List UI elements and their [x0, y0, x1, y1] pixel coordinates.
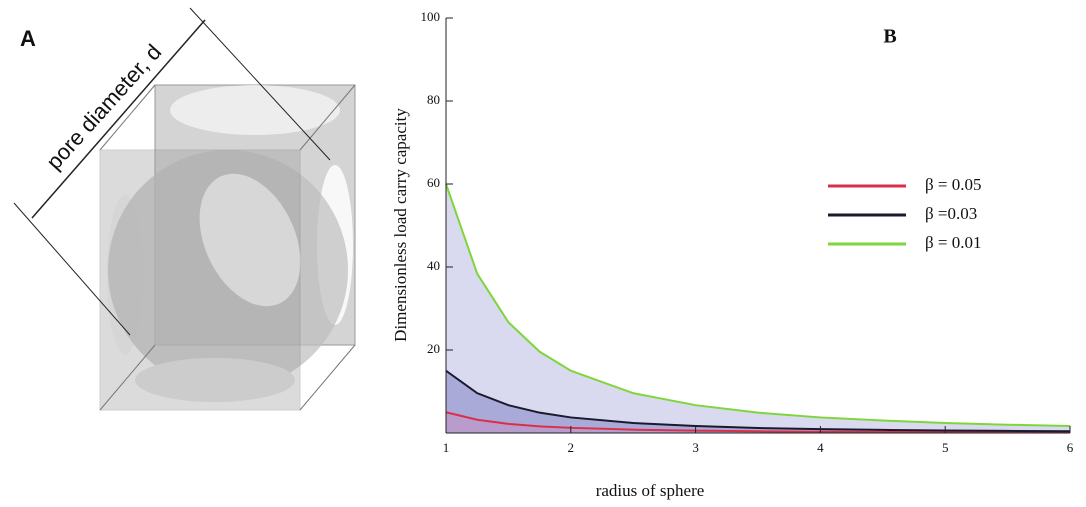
cube-edge: [99, 84, 156, 151]
x-tick-label: 6: [1067, 440, 1074, 455]
y-tick-label: 40: [427, 258, 440, 273]
cube-edge: [99, 344, 156, 411]
pore: [199, 173, 301, 307]
legend-label: β = 0.01: [925, 233, 982, 252]
cube-front: [99, 149, 301, 411]
y-axis-label: Dimensionless load carry capacity: [391, 108, 410, 342]
y-tick-label: 100: [421, 9, 441, 24]
y-tick-label: 80: [427, 92, 440, 107]
dimension-line: [31, 19, 206, 219]
dimension-extension: [189, 7, 331, 161]
y-tick-label: 20: [427, 341, 440, 356]
pore: [135, 358, 295, 402]
x-tick-label: 2: [568, 440, 575, 455]
line: [445, 183, 1071, 427]
x-axis-label: radius of sphere: [596, 481, 705, 500]
dimension-extension: [13, 202, 131, 336]
pore: [170, 85, 340, 135]
x-tick-label: 4: [817, 440, 824, 455]
x-tick-label: 1: [443, 440, 450, 455]
legend-label: β = 0.05: [925, 175, 982, 194]
cube-edge: [299, 84, 356, 151]
legend-label: β =0.03: [925, 204, 977, 223]
x-tick-label: 3: [692, 440, 699, 455]
panel-label: A: [20, 26, 36, 51]
cube-edge: [299, 344, 356, 411]
illustration: A pore diameter, d: [13, 7, 356, 411]
x-tick-label: 5: [942, 440, 949, 455]
chart: B radius of sphere Dimensionless load ca…: [391, 9, 1074, 500]
area: [446, 412, 1070, 433]
y-tick-label: 60: [427, 175, 440, 190]
chart-title: B: [883, 26, 896, 48]
